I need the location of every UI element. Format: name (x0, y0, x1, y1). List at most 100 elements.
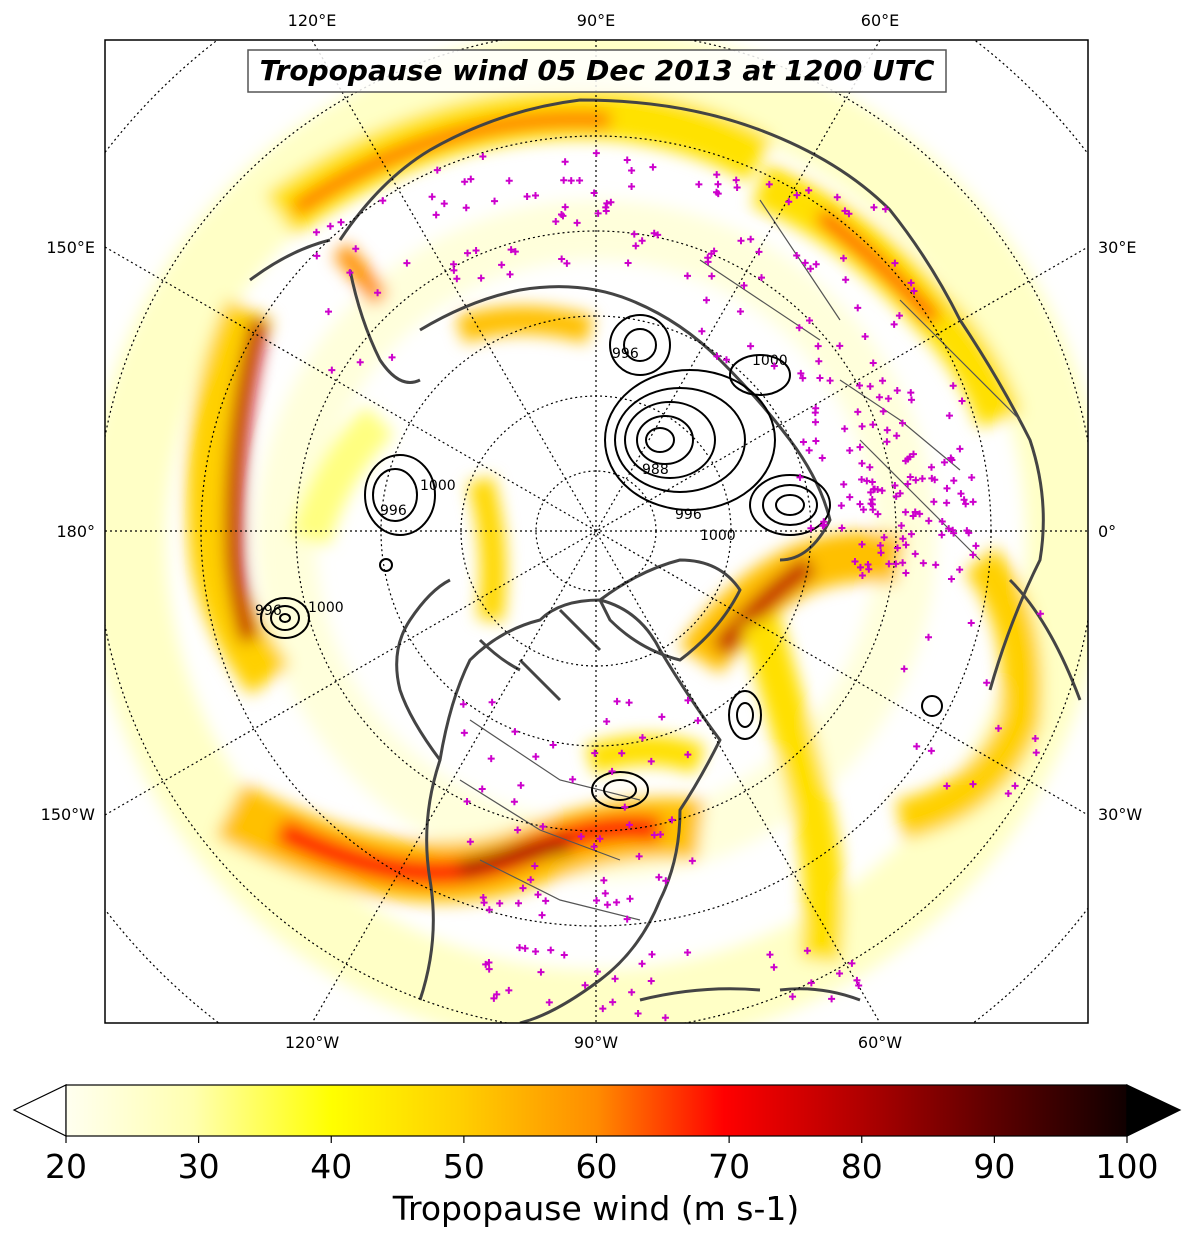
station-marker (747, 235, 755, 243)
station-marker (880, 533, 888, 541)
station-marker (940, 458, 948, 466)
station-marker (694, 717, 702, 725)
station-marker (994, 724, 1002, 732)
station-marker (812, 404, 820, 412)
station-marker (765, 180, 773, 188)
station-marker (925, 517, 933, 525)
station-marker (874, 510, 882, 518)
station-marker (558, 255, 566, 263)
station-marker (883, 438, 891, 446)
station-marker (879, 407, 887, 415)
station-marker (891, 481, 899, 489)
colorbar-tick-label: 40 (310, 1147, 352, 1186)
station-marker (908, 396, 916, 404)
station-marker (463, 797, 471, 805)
station-marker (870, 203, 878, 211)
station-marker (806, 265, 814, 273)
station-marker (433, 166, 441, 174)
station-marker (517, 781, 525, 789)
station-marker (949, 382, 957, 390)
colorbar-extend-min (12, 1084, 67, 1137)
station-marker (704, 254, 712, 262)
station-marker (613, 697, 621, 705)
station-marker (812, 437, 820, 445)
coastline-alaska (395, 578, 451, 761)
station-marker (909, 512, 917, 520)
station-marker (602, 207, 610, 215)
station-marker (898, 419, 906, 427)
colorbar-tick-label: 20 (45, 1147, 87, 1186)
station-marker (893, 432, 901, 440)
colorbar-gradient (65, 1084, 1128, 1137)
station-marker (638, 734, 646, 742)
station-marker (625, 821, 633, 829)
station-marker (833, 193, 841, 201)
station-marker (707, 250, 715, 258)
station-marker (1031, 734, 1039, 742)
station-marker (328, 366, 336, 374)
station-marker (848, 959, 856, 967)
station-marker (695, 180, 703, 188)
lon-label-right: 30°E (1098, 238, 1136, 257)
coastline-layer (249, 98, 1082, 1023)
station-marker (623, 156, 631, 164)
contour-label: 1000 (752, 353, 788, 369)
station-marker (859, 506, 867, 514)
station-marker (904, 480, 912, 488)
station-marker (537, 968, 545, 976)
station-marker (805, 317, 813, 325)
station-marker (805, 186, 813, 194)
station-marker (623, 915, 631, 923)
coastline-north-america (418, 598, 722, 1023)
low-center-europe (749, 474, 831, 536)
station-marker (945, 412, 953, 420)
station-marker (624, 259, 632, 267)
station-marker (496, 899, 504, 907)
station-marker (878, 487, 886, 495)
station-marker (846, 447, 854, 455)
station-marker (902, 569, 910, 577)
station-marker (943, 484, 951, 492)
station-marker (325, 308, 333, 316)
station-marker (812, 418, 820, 426)
coastline-siberia-north (419, 285, 722, 362)
station-marker (490, 994, 498, 1002)
station-marker (488, 698, 496, 706)
station-marker (592, 149, 600, 157)
station-marker (861, 332, 869, 340)
station-marker (943, 499, 951, 507)
station-marker (969, 551, 977, 559)
station-marker (487, 755, 495, 763)
map-title: Tropopause wind 05 Dec 2013 at 1200 UTC (260, 54, 935, 87)
station-marker (906, 473, 914, 481)
station-marker (625, 699, 633, 707)
station-marker (911, 550, 919, 558)
coastline-kamchatka (348, 269, 421, 384)
station-marker (461, 178, 469, 186)
colorbar-tick-label: 90 (973, 1147, 1015, 1186)
low-center-atlantic (921, 695, 943, 717)
station-marker (485, 965, 493, 973)
station-marker (884, 395, 892, 403)
pressure-contours (260, 314, 943, 809)
station-marker (505, 986, 513, 994)
station-marker (628, 988, 636, 996)
station-marker (713, 352, 721, 360)
station-marker (863, 477, 871, 485)
station-marker (837, 502, 845, 510)
meridian-line (105, 246, 1088, 816)
station-marker (968, 473, 976, 481)
station-marker (534, 891, 542, 899)
station-marker (658, 713, 666, 721)
station-marker (374, 289, 382, 297)
station-marker (440, 200, 448, 208)
station-marker (510, 798, 518, 806)
station-marker (899, 535, 907, 543)
station-marker (805, 446, 813, 454)
station-marker (737, 237, 745, 245)
station-marker (950, 529, 958, 537)
graticule (105, 40, 1088, 1023)
station-marker (948, 456, 956, 464)
station-marker (561, 203, 569, 211)
